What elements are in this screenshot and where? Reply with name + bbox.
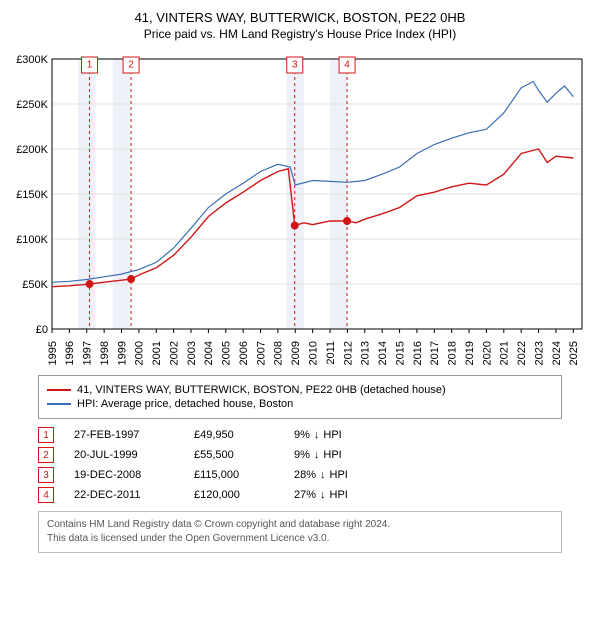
legend-item: HPI: Average price, detached house, Bost… [47, 398, 553, 410]
event-marker-number: 1 [87, 60, 93, 71]
event-number-box: 2 [38, 447, 54, 463]
legend-swatch [47, 403, 71, 405]
y-axis-label: £150K [16, 189, 48, 201]
event-row: 3 19-DEC-2008 £115,000 28% ↓ HPI [38, 467, 562, 483]
x-axis-label: 2021 [499, 341, 511, 365]
x-axis-label: 1998 [99, 341, 111, 365]
down-arrow-icon: ↓ [320, 489, 326, 501]
x-axis-label: 2013 [360, 341, 372, 365]
y-axis-label: £300K [16, 54, 48, 66]
x-axis-label: 2009 [290, 341, 302, 365]
event-marker-number: 2 [128, 60, 134, 71]
y-axis-label: £100K [16, 234, 48, 246]
event-pct: 27% ↓ HPI [294, 489, 394, 501]
y-axis-label: £50K [22, 279, 48, 291]
x-axis-label: 1999 [116, 341, 128, 365]
line-chart-svg: £0 £50K £100K £150K £200K £250K £300K 1995 1996 1… [8, 49, 592, 369]
x-axis-label: 2020 [481, 341, 493, 365]
x-axis-label: 2019 [464, 341, 476, 365]
y-axis-label: £0 [36, 324, 48, 336]
event-row: 1 27-FEB-1997 £49,950 9% ↓ HPI [38, 427, 562, 443]
chart-subtitle: Price paid vs. HM Land Registry's House … [8, 27, 592, 41]
x-axis-label: 2011 [325, 341, 337, 365]
x-axis-label: 2025 [568, 341, 580, 365]
event-date: 22-DEC-2011 [74, 489, 174, 501]
x-axis-label: 2023 [533, 341, 545, 365]
x-axis-label: 2001 [151, 341, 163, 365]
event-price: £115,000 [194, 469, 274, 481]
x-axis-label: 2015 [394, 341, 406, 365]
down-arrow-icon: ↓ [320, 469, 326, 481]
x-axis-label: 2024 [551, 341, 563, 365]
legend: 41, VINTERS WAY, BUTTERWICK, BOSTON, PE2… [38, 375, 562, 419]
event-number-box: 1 [38, 427, 54, 443]
x-axis-label: 2002 [168, 341, 180, 365]
event-marker-number: 4 [344, 60, 350, 71]
events-table: 1 27-FEB-1997 £49,950 9% ↓ HPI 2 20-JUL-… [38, 427, 562, 503]
data-point-marker [86, 280, 94, 288]
x-axis-label: 2004 [203, 341, 215, 365]
event-price: £49,950 [194, 429, 274, 441]
attribution-footer: Contains HM Land Registry data © Crown c… [38, 511, 562, 553]
x-axis-label: 2014 [377, 341, 389, 365]
x-axis-label: 1996 [64, 341, 76, 365]
event-row: 2 20-JUL-1999 £55,500 9% ↓ HPI [38, 447, 562, 463]
data-point-marker [343, 217, 351, 225]
footer-line: This data is licensed under the Open Gov… [47, 532, 553, 546]
down-arrow-icon: ↓ [314, 449, 320, 461]
x-axis-label: 2017 [429, 341, 441, 365]
data-point-marker [127, 275, 135, 283]
x-axis-label: 2007 [255, 341, 267, 365]
event-price: £120,000 [194, 489, 274, 501]
chart-area: £0 £50K £100K £150K £200K £250K £300K 1995 1996 1… [8, 49, 592, 369]
event-pct: 9% ↓ HPI [294, 449, 394, 461]
event-pct: 28% ↓ HPI [294, 469, 394, 481]
legend-label: HPI: Average price, detached house, Bost… [77, 398, 293, 410]
event-marker-number: 3 [292, 60, 298, 71]
x-axis-label: 2005 [221, 341, 233, 365]
event-date: 19-DEC-2008 [74, 469, 174, 481]
x-axis-label: 2018 [447, 341, 459, 365]
x-axis-label: 2006 [238, 341, 250, 365]
legend-swatch [47, 389, 71, 391]
event-number-box: 3 [38, 467, 54, 483]
data-point-marker [291, 222, 299, 230]
x-axis-label: 2000 [134, 341, 146, 365]
y-axis-label: £250K [16, 99, 48, 111]
event-date: 27-FEB-1997 [74, 429, 174, 441]
footer-line: Contains HM Land Registry data © Crown c… [47, 518, 553, 532]
x-axis-label: 1995 [47, 341, 59, 365]
x-axis-label: 2022 [516, 341, 528, 365]
event-date: 20-JUL-1999 [74, 449, 174, 461]
legend-label: 41, VINTERS WAY, BUTTERWICK, BOSTON, PE2… [77, 384, 446, 396]
x-axis-label: 2010 [308, 341, 320, 365]
x-axis-label: 2003 [186, 341, 198, 365]
x-axis-label: 2012 [342, 341, 354, 365]
chart-title: 41, VINTERS WAY, BUTTERWICK, BOSTON, PE2… [8, 10, 592, 25]
x-axis-label: 1997 [82, 341, 94, 365]
down-arrow-icon: ↓ [314, 429, 320, 441]
event-row: 4 22-DEC-2011 £120,000 27% ↓ HPI [38, 487, 562, 503]
y-axis-label: £200K [16, 144, 48, 156]
x-axis-label: 2016 [412, 341, 424, 365]
event-number-box: 4 [38, 487, 54, 503]
event-price: £55,500 [194, 449, 274, 461]
legend-item: 41, VINTERS WAY, BUTTERWICK, BOSTON, PE2… [47, 384, 553, 396]
event-pct: 9% ↓ HPI [294, 429, 394, 441]
x-axis-label: 2008 [273, 341, 285, 365]
